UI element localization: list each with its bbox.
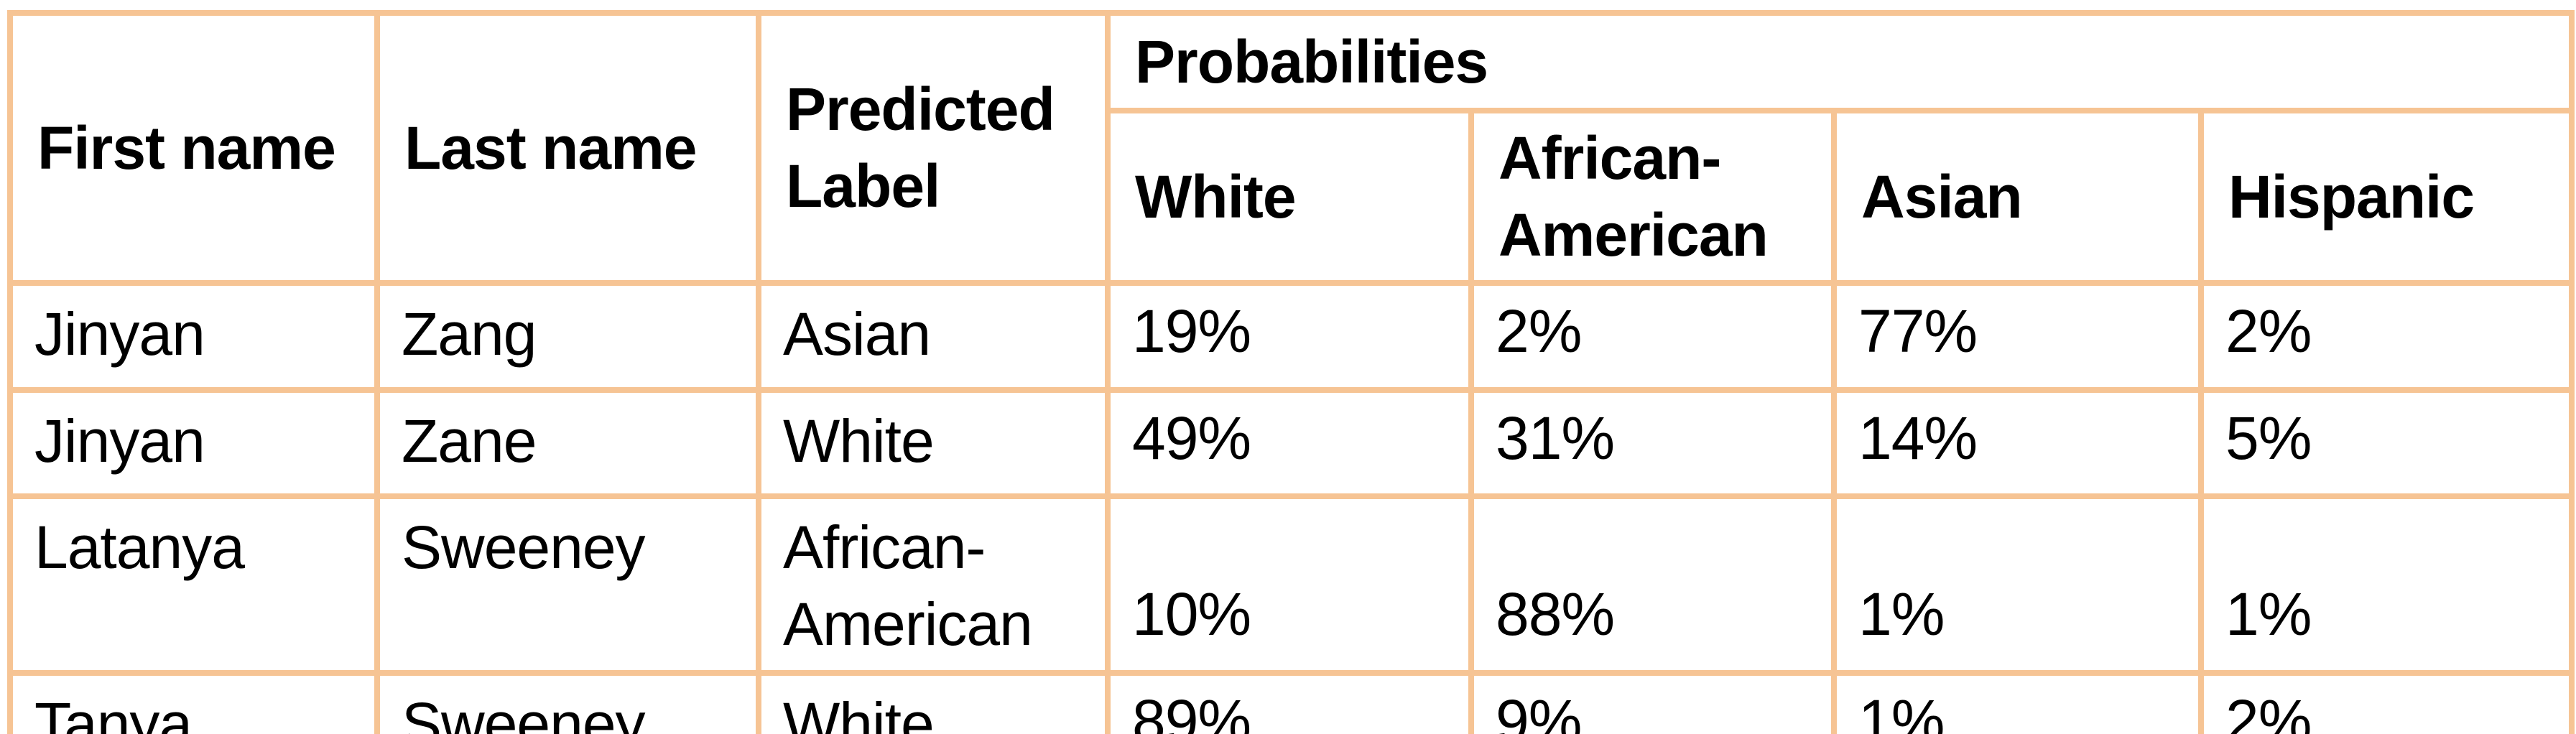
cell-prob-asian: 14% xyxy=(1831,386,2204,500)
col-header-probabilities-group: Probabilities xyxy=(1105,10,2575,113)
col-header-african-american: African-American xyxy=(1468,108,1837,286)
cell-predicted-label: African-American xyxy=(756,493,1111,676)
cell-predicted-label: Asian xyxy=(756,280,1111,393)
cell-prob-hispanic: 5% xyxy=(2198,386,2575,500)
cell-last-name: Zane xyxy=(374,386,761,500)
cell-prob-african-american: 9% xyxy=(1468,669,1837,734)
cell-last-name: Sweeney xyxy=(374,493,761,676)
cell-prob-african-american: 88% xyxy=(1468,493,1837,676)
col-header-hispanic: Hispanic xyxy=(2198,108,2575,286)
cell-prob-white: 89% xyxy=(1105,669,1474,734)
cell-prob-hispanic: 2% xyxy=(2198,280,2575,393)
cell-last-name: Sweeney xyxy=(374,669,761,734)
cell-first-name: Tanya xyxy=(7,669,380,734)
cell-prob-asian: 1% xyxy=(1831,493,2204,676)
table-row: Jinyan Zane White 49% 31% 14% 5% xyxy=(7,386,2575,500)
table-row: Tanya Sweeney White 89% 9% 1% 2% xyxy=(7,669,2575,734)
cell-first-name: Jinyan xyxy=(7,280,380,393)
cell-prob-african-american: 31% xyxy=(1468,386,1837,500)
cell-prob-white: 10% xyxy=(1105,493,1474,676)
table-sub-header-row: White African-American Asian Hispanic xyxy=(10,108,2575,286)
cell-prob-asian: 1% xyxy=(1831,669,2204,734)
col-header-predicted-label: Predicted Label xyxy=(756,10,1111,286)
cell-prob-african-american: 2% xyxy=(1468,280,1837,393)
cell-predicted-label: White xyxy=(756,669,1111,734)
cell-predicted-label: White xyxy=(756,386,1111,500)
table-row: Latanya Sweeney African-American 10% 88%… xyxy=(7,493,2575,676)
col-header-last-name: Last name xyxy=(374,10,761,286)
table-row: Jinyan Zang Asian 19% 2% 77% 2% xyxy=(7,280,2575,393)
cell-prob-white: 19% xyxy=(1105,280,1474,393)
cell-prob-hispanic: 1% xyxy=(2198,493,2575,676)
cell-prob-hispanic: 2% xyxy=(2198,669,2575,734)
col-header-asian: Asian xyxy=(1831,108,2204,286)
table-group-header-row: First name Last name Predicted Label Pro… xyxy=(7,10,2575,286)
col-header-white: White xyxy=(1105,108,1474,286)
cell-prob-asian: 77% xyxy=(1831,280,2204,393)
cell-first-name: Latanya xyxy=(7,493,380,676)
prediction-table: First name Last name Predicted Label Pro… xyxy=(7,10,2575,734)
cell-first-name: Jinyan xyxy=(7,386,380,500)
cell-prob-white: 49% xyxy=(1105,386,1474,500)
col-header-first-name: First name xyxy=(7,10,380,286)
cell-last-name: Zang xyxy=(374,280,761,393)
